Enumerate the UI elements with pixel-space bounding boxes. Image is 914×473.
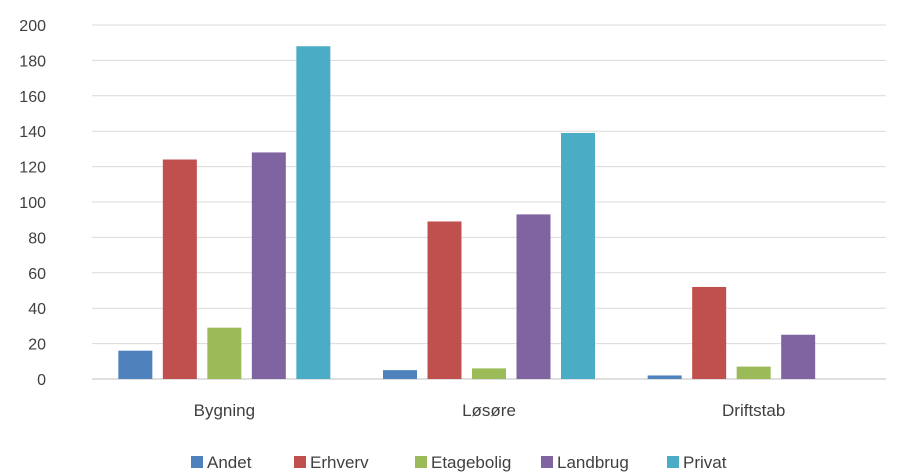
bar-andet-2 [647, 375, 682, 379]
legend-label-etagebolig: Etagebolig [431, 453, 511, 472]
x-category-label: Løsøre [462, 401, 516, 420]
y-tick-label: 100 [19, 195, 46, 212]
y-tick-label: 160 [19, 89, 46, 106]
bar-etagebolig-0 [207, 327, 242, 379]
bar-erhverv-0 [162, 159, 197, 379]
bars [118, 46, 816, 380]
bar-privat-0 [296, 46, 331, 380]
bar-landbrug-1 [516, 214, 551, 379]
x-axis: Bygning Løsøre Driftstab [194, 401, 786, 420]
legend-label-landbrug: Landbrug [557, 453, 629, 472]
y-axis: 0 20 40 60 80 100 120 140 160 180 200 [19, 18, 46, 389]
bar-landbrug-2 [781, 334, 816, 379]
legend-swatch-erhverv [294, 456, 306, 468]
legend: Andet Erhverv Etagebolig Landbrug Privat [191, 453, 727, 472]
x-category-label: Bygning [194, 401, 255, 420]
legend-swatch-etagebolig [415, 456, 427, 468]
bar-privat-1 [561, 132, 595, 379]
legend-swatch-landbrug [541, 456, 553, 468]
bar-erhverv-2 [692, 286, 727, 379]
y-tick-label: 120 [19, 160, 46, 177]
bar-andet-1 [383, 370, 417, 379]
bar-etagebolig-2 [736, 366, 771, 379]
legend-label-erhverv: Erhverv [310, 453, 369, 472]
y-tick-label: 60 [28, 266, 46, 283]
y-tick-label: 0 [37, 372, 46, 389]
y-tick-label: 40 [28, 301, 46, 318]
y-tick-label: 20 [28, 337, 46, 354]
legend-label-andet: Andet [207, 453, 252, 472]
legend-label-privat: Privat [683, 453, 727, 472]
bar-andet-0 [118, 350, 153, 379]
bar-erhverv-1 [427, 221, 462, 379]
legend-swatch-privat [667, 456, 679, 468]
y-tick-label: 200 [19, 18, 46, 35]
bar-etagebolig-1 [472, 368, 506, 379]
x-category-label: Driftstab [722, 401, 785, 420]
y-tick-label: 80 [28, 230, 46, 247]
bar-landbrug-0 [251, 152, 286, 379]
y-tick-label: 180 [19, 53, 46, 70]
legend-swatch-andet [191, 456, 203, 468]
y-tick-label: 140 [19, 124, 46, 141]
gridlines [92, 24, 886, 380]
